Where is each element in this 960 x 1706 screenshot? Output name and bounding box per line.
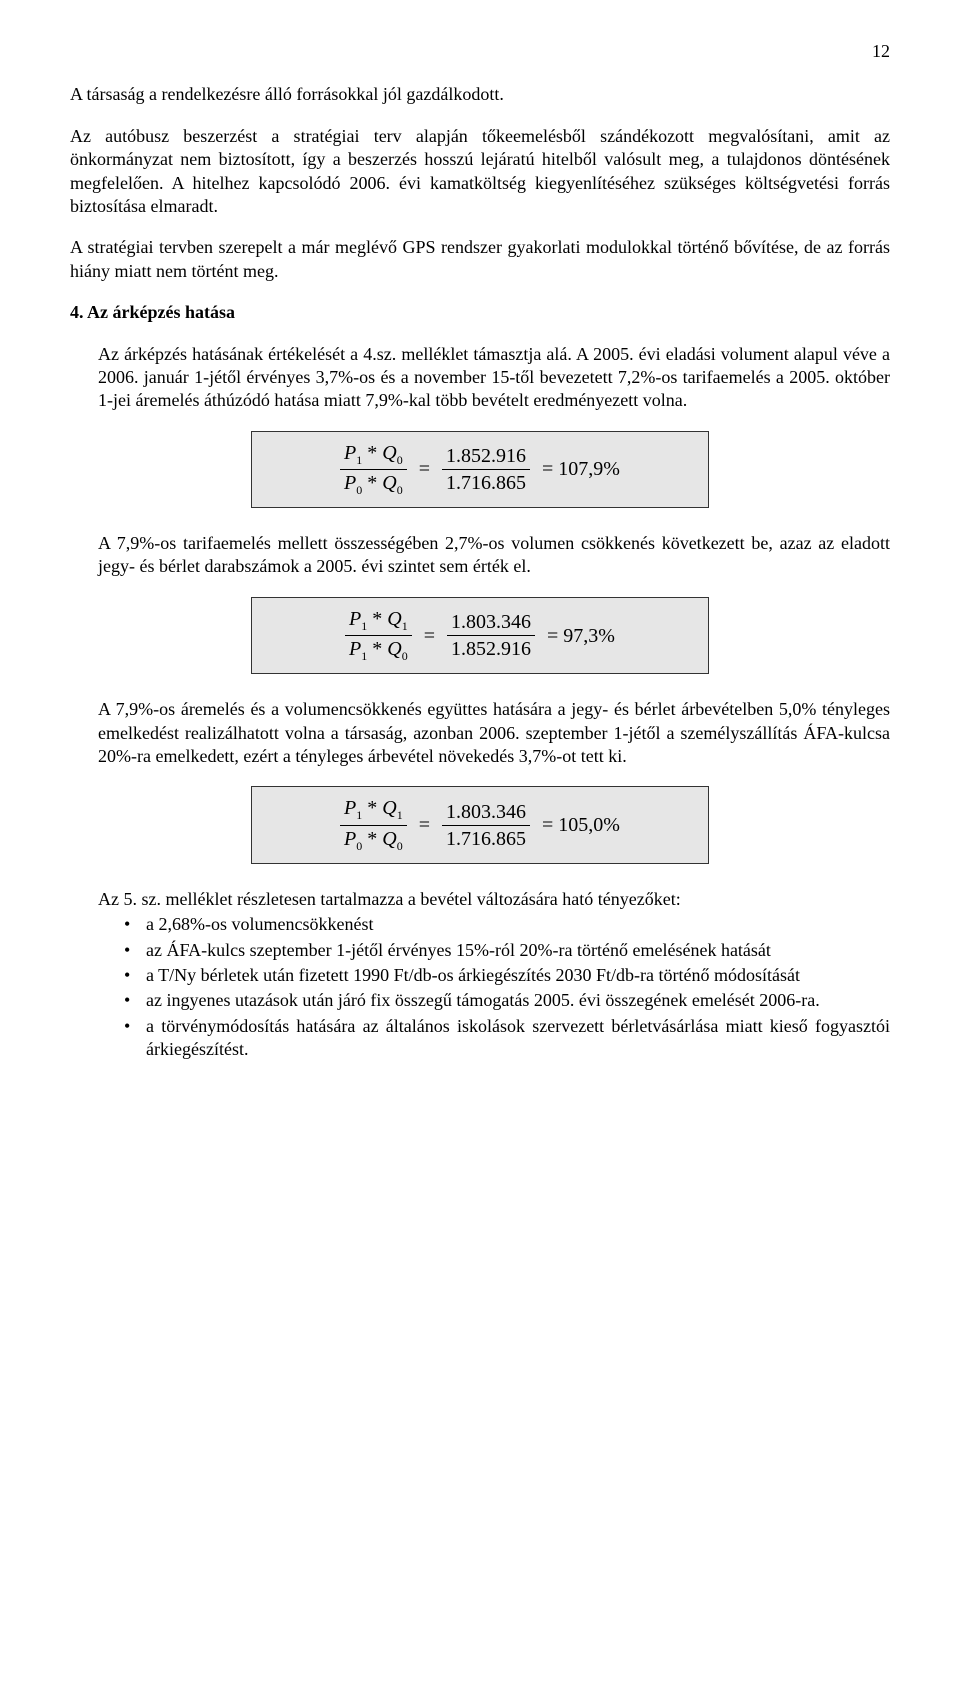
paragraph: Az 5. sz. melléklet részletesen tartalma… <box>98 888 890 911</box>
formula-lhs-numerator: P1 * Q1 <box>345 608 412 636</box>
paragraph: A 7,9%-os tarifaemelés mellett összesség… <box>98 532 890 579</box>
paragraph: Az árképzés hatásának értékelését a 4.sz… <box>98 343 890 413</box>
formula-lhs-denominator: P1 * Q0 <box>345 636 412 663</box>
formula-box-2: P1 * Q1 P1 * Q0 = 1.803.346 1.852.916 = … <box>251 597 709 674</box>
formula-box-3: P1 * Q1 P0 * Q0 = 1.803.346 1.716.865 = … <box>251 786 709 863</box>
formula-lhs-denominator: P0 * Q0 <box>340 826 407 853</box>
formula-box-1: P1 * Q0 P0 * Q0 = 1.852.916 1.716.865 = … <box>251 431 709 508</box>
list-item: az ingyenes utazások után járó fix össze… <box>124 989 890 1012</box>
formula-rhs-numerator: 1.803.346 <box>442 801 530 826</box>
list-item: a 2,68%-os volumencsökkenést <box>124 913 890 936</box>
formula-result: = 105,0% <box>542 812 620 838</box>
bullet-list: a 2,68%-os volumencsökkenést az ÁFA-kulc… <box>124 913 890 1061</box>
paragraph: A társaság a rendelkezésre álló források… <box>70 83 890 106</box>
formula-rhs-denominator: 1.852.916 <box>447 636 535 660</box>
list-item: a törvénymódosítás hatására az általános… <box>124 1015 890 1062</box>
formula-lhs-numerator: P1 * Q0 <box>340 442 407 470</box>
formula-result: = 97,3% <box>547 623 615 649</box>
list-item: a T/Ny bérletek után fizetett 1990 Ft/db… <box>124 964 890 987</box>
formula-lhs-denominator: P0 * Q0 <box>340 470 407 497</box>
section-heading: 4. Az árképzés hatása <box>70 301 890 324</box>
paragraph: A 7,9%-os áremelés és a volumencsökkenés… <box>98 698 890 768</box>
formula-rhs-numerator: 1.852.916 <box>442 445 530 470</box>
equals-sign: = <box>419 456 430 482</box>
equals-sign: = <box>424 623 435 649</box>
page-number: 12 <box>70 40 890 63</box>
formula-lhs-numerator: P1 * Q1 <box>340 797 407 825</box>
paragraph: Az autóbusz beszerzést a stratégiai terv… <box>70 125 890 219</box>
formula-rhs-numerator: 1.803.346 <box>447 611 535 636</box>
list-item: az ÁFA-kulcs szeptember 1-jétől érvényes… <box>124 939 890 962</box>
formula-rhs-denominator: 1.716.865 <box>442 826 530 850</box>
formula-rhs-denominator: 1.716.865 <box>442 470 530 494</box>
equals-sign: = <box>419 812 430 838</box>
document-page: 12 A társaság a rendelkezésre álló forrá… <box>0 0 960 1124</box>
paragraph: A stratégiai tervben szerepelt a már meg… <box>70 236 890 283</box>
formula-result: = 107,9% <box>542 456 620 482</box>
